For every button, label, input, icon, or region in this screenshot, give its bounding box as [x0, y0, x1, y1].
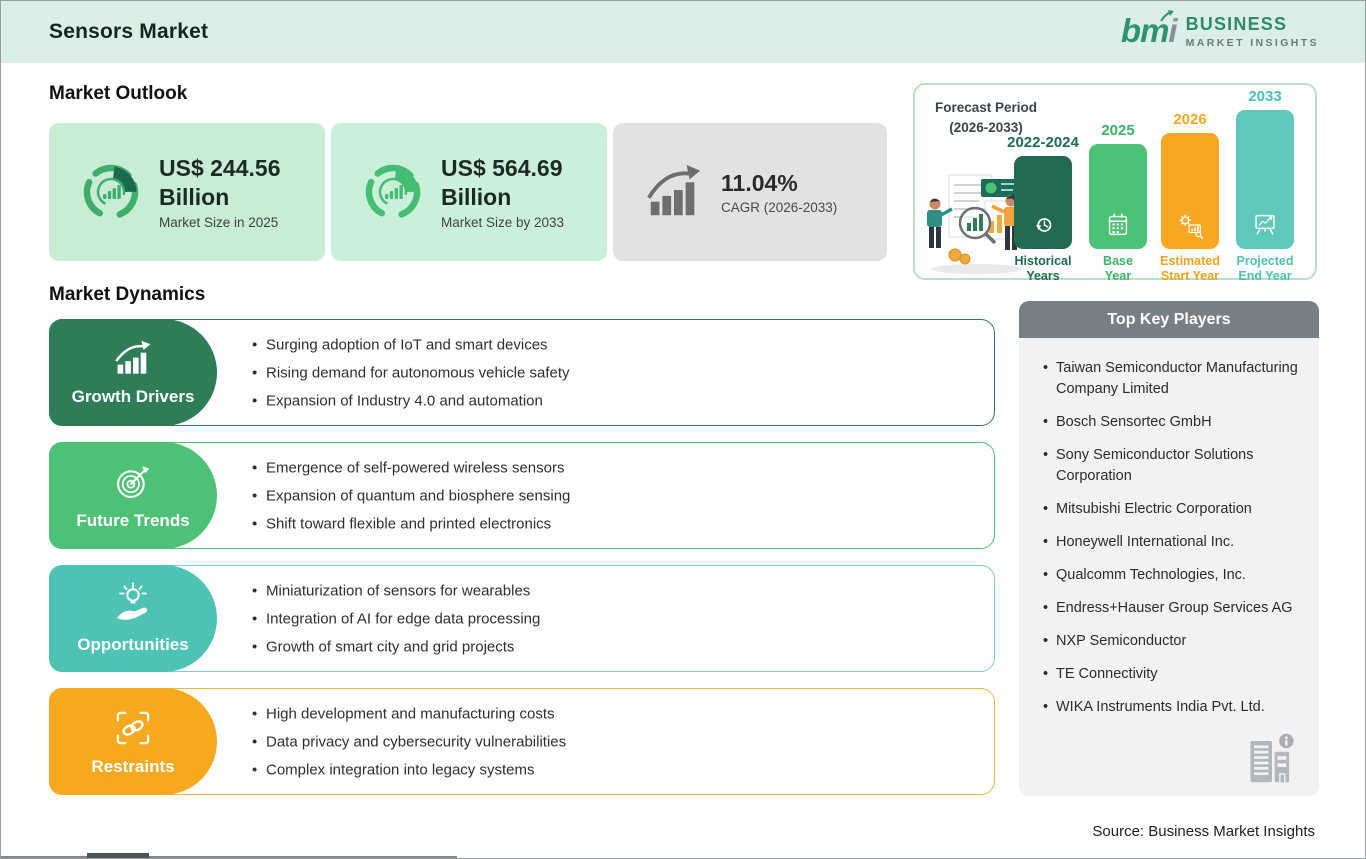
growth-bars-arrow-icon [647, 164, 701, 216]
analysts-illustration [927, 174, 1023, 274]
dynamics-pill-label: Opportunities [77, 635, 189, 654]
target-dart-icon [117, 466, 150, 498]
dynamics-bullet: Surging adoption of IoT and smart device… [252, 336, 570, 353]
forecast-bar-caption: Estimated Start Year [1160, 254, 1220, 283]
forecast-bar-base [1089, 144, 1147, 249]
stat-value: US$ 244.56 Billion [159, 155, 281, 210]
forecast-year-label: 2025 [1101, 122, 1135, 139]
key-player-item: Bosch Sensortec GmbH [1043, 412, 1303, 433]
key-player-item: Honeywell International Inc. [1043, 532, 1303, 553]
stat-card-cagr: 11.04% CAGR (2026-2033) [613, 123, 887, 261]
opportunities-pill: Opportunities [49, 565, 217, 672]
stat-label: Market Size by 2033 [441, 214, 565, 230]
dynamics-bullet: Shift toward flexible and printed electr… [252, 515, 570, 532]
forecast-bar-caption: Base Year [1103, 254, 1133, 283]
hand-bulb-icon [117, 582, 148, 620]
forecast-year-label: 2022-2024 [1007, 134, 1079, 151]
market-dynamics-heading: Market Dynamics [49, 284, 206, 305]
dynamics-bullet: High development and manufacturing costs [252, 705, 566, 722]
logo-arrow-icon [1159, 10, 1174, 22]
forecast-year-label: 2033 [1248, 88, 1282, 105]
bmi-logo-mark: bmi [1121, 10, 1178, 51]
stat-label: CAGR (2026-2033) [721, 200, 838, 216]
forecast-period-card: Forecast Period (2026-2033) [913, 83, 1317, 283]
presentation-board-icon [1255, 214, 1275, 235]
dynamics-row-opportunities: Opportunities Miniaturization of sensors… [49, 565, 995, 672]
dynamics-bullet: Expansion of quantum and biosphere sensi… [252, 487, 570, 504]
bottom-border-line [1, 856, 457, 858]
dynamics-bullet: Data privacy and cybersecurity vulnerabi… [252, 733, 566, 750]
forecast-title: Forecast Period (2026-2033) [934, 100, 1038, 136]
future-trends-pill: Future Trends [49, 442, 217, 549]
dynamics-bullet: Integration of AI for edge data processi… [252, 610, 540, 627]
header-bar: Sensors Market bmi BUSINESS MARKET INSIG… [1, 1, 1365, 63]
key-player-item: Mitsubishi Electric Corporation [1043, 499, 1303, 520]
page-title: Sensors Market [49, 20, 209, 43]
history-clock-icon [1035, 218, 1052, 232]
stat-card-market-size-2033: US$ 564.69 Billion Market Size by 2033 [331, 123, 607, 261]
key-player-item: WIKA Instruments India Pvt. Ltd. [1043, 697, 1303, 718]
dynamics-bullet: Expansion of Industry 4.0 and automation [252, 392, 570, 409]
dynamics-pill-label: Restraints [91, 757, 175, 776]
dynamics-bullet: Complex integration into legacy systems [252, 761, 566, 778]
key-player-item: TE Connectivity [1043, 664, 1303, 685]
dynamics-bullet: Emergence of self-powered wireless senso… [252, 459, 570, 476]
dynamics-pill-label: Future Trends [76, 511, 190, 530]
forecast-year-label: 2026 [1173, 111, 1207, 128]
dynamics-bullet: Rising demand for autonomous vehicle saf… [252, 364, 570, 381]
stat-value: 11.04% [721, 169, 798, 196]
donut-chart-icon [365, 164, 421, 220]
dynamics-row-growth-drivers: Growth Drivers Surging adoption of IoT a… [49, 319, 995, 426]
bmi-logo: bmi BUSINESS MARKET INSIGHTS [1121, 10, 1319, 51]
dynamics-bullet: Growth of smart city and grid projects [252, 638, 540, 655]
scrollbar-artifact [87, 853, 149, 858]
growth-drivers-pill: Growth Drivers [49, 319, 217, 426]
key-player-item: Qualcomm Technologies, Inc. [1043, 565, 1303, 586]
market-outlook-heading: Market Outlook [49, 83, 188, 104]
forecast-bar-caption: Projected End Year [1236, 254, 1294, 283]
stat-value: US$ 564.69 Billion [441, 155, 563, 210]
dynamics-bullet: Miniaturization of sensors for wearables [252, 582, 540, 599]
key-player-item: Endress+Hauser Group Services AG [1043, 598, 1303, 619]
link-brackets-icon [116, 711, 150, 745]
dynamics-pill-label: Growth Drivers [71, 387, 195, 406]
donut-chart-icon [83, 164, 139, 220]
stat-card-market-size-2025: US$ 244.56 Billion Market Size in 2025 [49, 123, 325, 261]
company-buildings-icon [1250, 733, 1294, 783]
logo-wordmark: BUSINESS MARKET INSIGHTS [1186, 14, 1319, 49]
key-player-item: Sony Semiconductor Solutions Corporation [1043, 445, 1303, 487]
restraints-pill: Restraints [49, 688, 217, 795]
logo-line1: BUSINESS [1185, 13, 1288, 34]
key-player-item: Taiwan Semiconductor Manufacturing Compa… [1043, 358, 1303, 400]
top-key-players-list: Taiwan Semiconductor Manufacturing Compa… [1019, 338, 1319, 796]
dynamics-row-restraints: Restraints High development and manufact… [49, 688, 995, 795]
forecast-bar-estimated [1161, 133, 1219, 249]
gear-analytics-icon [1179, 214, 1204, 240]
dynamics-row-future-trends: Future Trends Emergence of self-powered … [49, 442, 995, 549]
key-player-item: NXP Semiconductor [1043, 631, 1303, 652]
top-key-players-heading: Top Key Players [1019, 301, 1319, 338]
forecast-bar-projected [1236, 110, 1294, 249]
top-key-players-panel: Top Key Players Taiwan Semiconductor Man… [1019, 301, 1319, 796]
source-credit: Source: Business Market Insights [1092, 823, 1315, 840]
forecast-bar-caption: Historical Years [1014, 254, 1072, 283]
calendar-icon [1108, 213, 1128, 236]
logo-line2: MARKET INSIGHTS [1185, 36, 1319, 49]
growth-bars-arrow-icon [115, 340, 151, 374]
stat-label: Market Size in 2025 [159, 214, 279, 230]
forecast-bar-historical [1014, 156, 1072, 249]
